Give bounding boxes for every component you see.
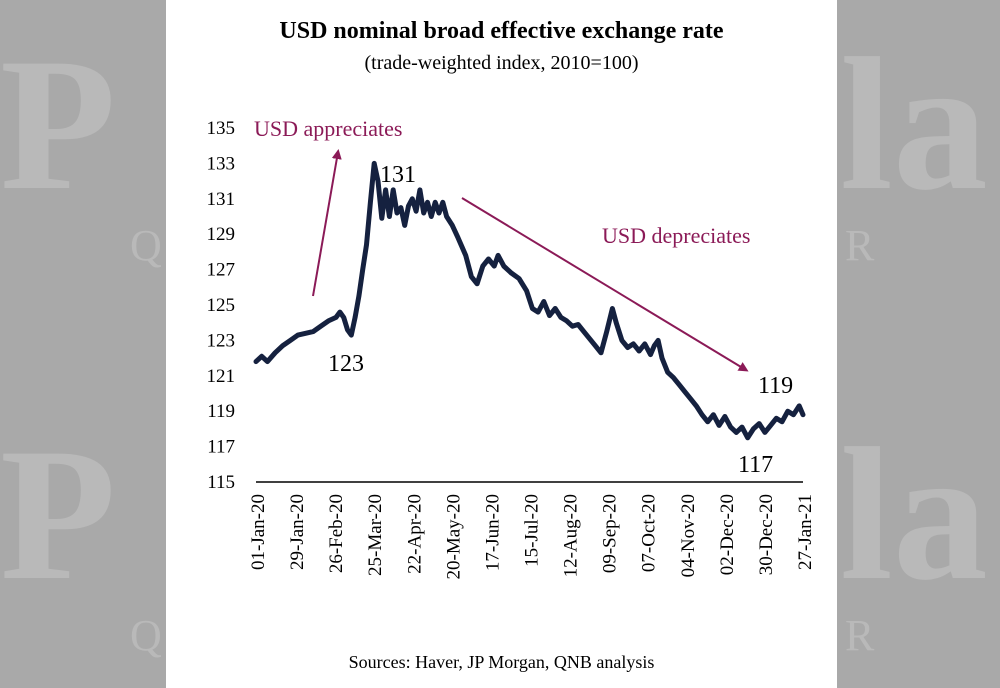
y-tick-label: 115 bbox=[207, 472, 235, 493]
chart-subtitle: (trade-weighted index, 2010=100) bbox=[364, 52, 639, 74]
x-tick-label: 27-Jan-21 bbox=[795, 494, 816, 570]
x-tick-label: 25-Mar-20 bbox=[365, 494, 386, 576]
x-tick-label: 26-Feb-20 bbox=[326, 494, 347, 573]
x-tick-label: 17-Jun-20 bbox=[482, 494, 503, 571]
x-tick-label: 09-Sep-20 bbox=[600, 494, 621, 573]
y-tick-label: 133 bbox=[207, 153, 236, 174]
x-tick-label: 30-Dec-20 bbox=[756, 494, 777, 575]
chart-title: USD nominal broad effective exchange rat… bbox=[279, 18, 724, 44]
series-layer bbox=[253, 160, 806, 441]
label-123: 123 bbox=[328, 351, 364, 377]
x-tick-label: 02-Dec-20 bbox=[717, 494, 738, 575]
x-tick-label: 15-Jul-20 bbox=[522, 494, 543, 567]
label-131: 131 bbox=[380, 162, 416, 188]
label-117: 117 bbox=[738, 452, 773, 478]
y-tick-label: 121 bbox=[207, 366, 236, 387]
appreciates-arrow bbox=[312, 149, 342, 297]
label-119: 119 bbox=[758, 373, 793, 399]
appreciates-label: USD appreciates bbox=[254, 116, 402, 141]
x-axis-ticks: 01-Jan-20 29-Jan-20 26-Feb-20 25-Mar-20 22-A… bbox=[248, 494, 816, 579]
y-tick-label: 123 bbox=[207, 330, 236, 351]
depreciates-arrow bbox=[461, 197, 749, 372]
line-chart: 135 133 131 129 127 125 123 121 119 117 115 01-Jan… bbox=[207, 116, 817, 579]
x-tick-label: 22-Apr-20 bbox=[404, 494, 425, 574]
x-tick-label: 20-May-20 bbox=[443, 494, 464, 579]
y-tick-label: 117 bbox=[207, 437, 235, 458]
x-tick-label: 12-Aug-20 bbox=[561, 494, 582, 577]
y-tick-label: 125 bbox=[207, 295, 236, 316]
series-line bbox=[253, 160, 806, 441]
y-tick-label: 135 bbox=[207, 118, 236, 139]
x-tick-label: 01-Jan-20 bbox=[248, 494, 269, 570]
x-tick-label: 29-Jan-20 bbox=[287, 494, 308, 570]
chart-panel: USD nominal broad effective exchange rat… bbox=[166, 0, 837, 688]
depreciates-label: USD depreciates bbox=[602, 223, 750, 248]
y-tick-label: 129 bbox=[207, 224, 236, 245]
y-tick-label: 131 bbox=[207, 189, 236, 210]
x-tick-label: 04-Nov-20 bbox=[678, 494, 699, 577]
x-tick-label: 07-Oct-20 bbox=[639, 494, 660, 572]
y-tick-label: 119 bbox=[207, 401, 235, 422]
y-axis-ticks: 135 133 131 129 127 125 123 121 119 117 115 bbox=[207, 118, 236, 493]
y-tick-label: 127 bbox=[207, 260, 236, 281]
chart-source: Sources: Haver, JP Morgan, QNB analysis bbox=[348, 652, 655, 672]
